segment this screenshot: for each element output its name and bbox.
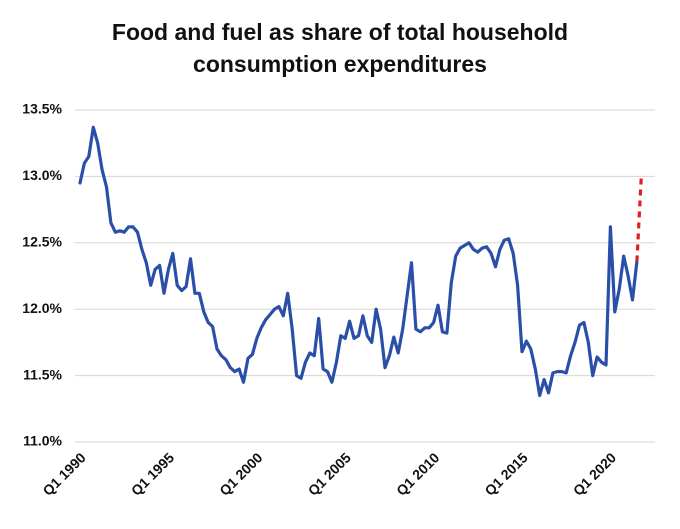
- y-tick-label: 11.5%: [23, 366, 62, 382]
- x-tick-label: Q1 1995: [128, 449, 177, 498]
- x-tick-label: Q1 2005: [305, 449, 354, 498]
- y-tick-label: 13.0%: [22, 167, 62, 183]
- x-tick-label: Q1 2000: [216, 449, 265, 498]
- y-tick-label: 12.0%: [22, 300, 62, 316]
- x-tick-label: Q1 2010: [393, 449, 442, 498]
- x-tick-label: Q1 1990: [39, 449, 88, 498]
- y-tick-label: 11.0%: [23, 433, 62, 449]
- x-tick-label: Q1 2015: [481, 449, 530, 498]
- y-tick-label: 12.5%: [22, 234, 62, 250]
- series-line: [635, 176, 643, 262]
- y-tick-label: 13.5%: [22, 101, 62, 117]
- series-line: [78, 125, 639, 398]
- x-tick-label: Q1 2020: [570, 449, 619, 498]
- chart-title: Food and fuel as share of total househol…: [111, 19, 569, 77]
